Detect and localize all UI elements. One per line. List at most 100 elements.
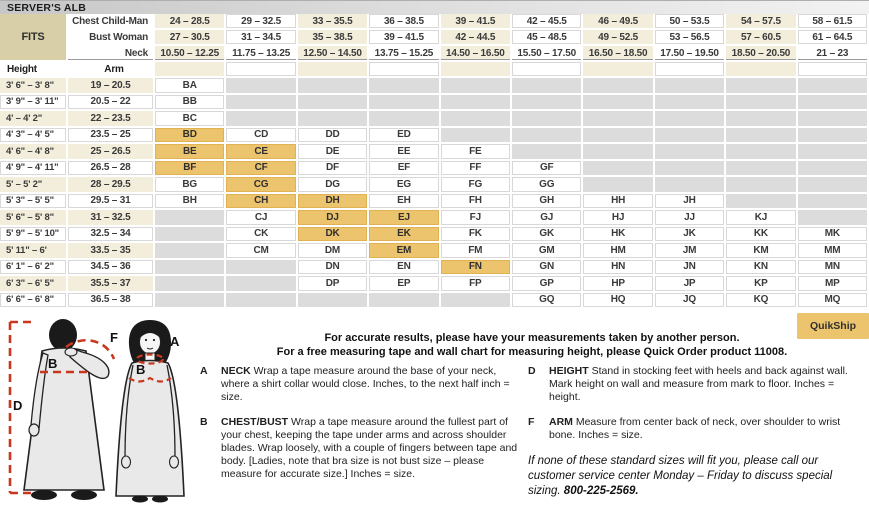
instructions-left-column: A NECK Wrap a tape measure around the bas… bbox=[200, 365, 520, 493]
fit-range-cell: 24 – 28.5 bbox=[155, 14, 227, 30]
empty-size-cell bbox=[440, 127, 512, 144]
size-code-cell-DF: DF bbox=[297, 160, 370, 177]
fit-range-cell: 29 – 32.5 bbox=[226, 14, 298, 30]
arm-range-cell: 29.5 – 31 bbox=[68, 193, 155, 210]
size-code-cell-KM: KM bbox=[726, 243, 798, 260]
size-code-cell-HH: HH bbox=[583, 193, 655, 210]
instruction-text: Measure from center back of neck, over s… bbox=[549, 416, 841, 441]
instruction-title: NECK bbox=[221, 365, 254, 377]
axis-spacer-cell bbox=[512, 62, 584, 78]
height-range-cell: 5' 11" – 6' bbox=[0, 243, 68, 260]
height-column-header: Height bbox=[0, 62, 68, 78]
arm-range-cell: 34.5 – 36 bbox=[68, 259, 155, 276]
empty-size-cell bbox=[583, 111, 655, 128]
empty-size-cell bbox=[797, 177, 869, 194]
size-code-cell-GK: GK bbox=[512, 226, 584, 243]
empty-size-cell bbox=[797, 94, 869, 111]
empty-size-cell bbox=[155, 226, 227, 243]
empty-size-cell bbox=[797, 127, 869, 144]
size-code-cell-HM: HM bbox=[583, 243, 655, 260]
size-code-cell-CK: CK bbox=[226, 226, 298, 243]
instruction-key-letter: B bbox=[200, 416, 208, 428]
instruction-title: HEIGHT bbox=[549, 365, 592, 377]
size-code-cell-DE: DE bbox=[297, 144, 370, 161]
fit-range-cell: 54 – 57.5 bbox=[726, 14, 798, 30]
quikship-badge: QuikShip bbox=[797, 313, 869, 339]
fit-range-cell: 10.50 – 12.25 bbox=[155, 46, 227, 62]
empty-size-cell bbox=[726, 111, 798, 128]
empty-size-cell bbox=[726, 160, 798, 177]
empty-size-cell bbox=[726, 144, 798, 161]
sizing-table: FITS Chest Child-Man 24 – 28.5 29 – 32.5 33 … bbox=[0, 14, 869, 309]
fit-range-cell: 12.50 – 14.50 bbox=[297, 46, 370, 62]
size-code-cell-FG: FG bbox=[440, 177, 512, 194]
instruction-chest-bust: B CHEST/BUST Wrap a tape measure around t… bbox=[200, 416, 520, 481]
diagram-label-chest-back: B bbox=[48, 356, 57, 371]
empty-size-cell bbox=[654, 160, 727, 177]
size-code-cell-CH: CH bbox=[226, 193, 298, 210]
size-code-cell-BA: BA bbox=[155, 78, 227, 95]
instruction-height: D HEIGHT Stand in stocking feet with heel… bbox=[528, 365, 866, 404]
empty-size-cell bbox=[512, 144, 584, 161]
size-code-cell-JM: JM bbox=[654, 243, 727, 260]
size-code-cell-FF: FF bbox=[440, 160, 512, 177]
empty-size-cell bbox=[797, 111, 869, 128]
empty-size-cell bbox=[440, 78, 512, 95]
empty-size-cell bbox=[726, 94, 798, 111]
size-code-cell-GH: GH bbox=[512, 193, 584, 210]
arm-range-cell: 32.5 – 34 bbox=[68, 226, 155, 243]
special-sizing-note: If none of these standard sizes will fit… bbox=[528, 454, 866, 499]
height-range-cell: 5' 3" – 5' 5" bbox=[0, 193, 68, 210]
axis-spacer-cell bbox=[226, 62, 298, 78]
size-code-cell-KP: KP bbox=[726, 276, 798, 293]
diagram-label-height: D bbox=[13, 398, 22, 413]
axis-spacer-cell bbox=[726, 62, 798, 78]
empty-size-cell bbox=[654, 144, 727, 161]
fit-range-cell: 14.50 – 16.50 bbox=[440, 46, 512, 62]
fit-range-cell: 61 – 64.5 bbox=[797, 30, 869, 46]
size-code-cell-GG: GG bbox=[512, 177, 584, 194]
empty-size-cell bbox=[797, 210, 869, 227]
fit-range-cell: 57 – 60.5 bbox=[726, 30, 798, 46]
measuring-instructions-section: D B F A B QuikShip For accurate results,… bbox=[0, 309, 869, 509]
fit-range-cell: 21 – 23 bbox=[797, 46, 869, 62]
instruction-text: Wrap a tape measure around the base of y… bbox=[221, 365, 510, 403]
fit-range-cell: 42 – 45.5 bbox=[512, 14, 584, 30]
size-code-cell-DD: DD bbox=[297, 127, 370, 144]
fit-row-label: Bust Woman bbox=[68, 30, 155, 46]
fit-range-cell: 49 – 52.5 bbox=[583, 30, 655, 46]
fit-row-label: Neck bbox=[68, 46, 155, 62]
size-code-cell-DP: DP bbox=[297, 276, 370, 293]
empty-size-cell bbox=[797, 160, 869, 177]
height-range-cell: 4' 9" – 4' 11" bbox=[0, 160, 68, 177]
fit-range-cell: 33 – 35.5 bbox=[297, 14, 370, 30]
size-code-cell-BF: BF bbox=[155, 160, 227, 177]
fit-range-cell: 13.75 – 15.25 bbox=[369, 46, 441, 62]
size-code-cell-DG: DG bbox=[297, 177, 370, 194]
size-code-cell-MP: MP bbox=[797, 276, 869, 293]
size-code-cell-BH: BH bbox=[155, 193, 227, 210]
arm-range-cell: 20.5 – 22 bbox=[68, 94, 155, 111]
fit-range-cell: 50 – 53.5 bbox=[654, 14, 727, 30]
empty-size-cell bbox=[369, 94, 441, 111]
size-code-cell-KK: KK bbox=[726, 226, 798, 243]
empty-size-cell bbox=[583, 177, 655, 194]
size-code-cell-HQ: HQ bbox=[583, 292, 655, 309]
empty-size-cell bbox=[226, 276, 298, 293]
arm-range-cell: 36.5 – 38 bbox=[68, 292, 155, 309]
size-code-cell-HJ: HJ bbox=[583, 210, 655, 227]
fit-range-cell: 39 – 41.5 bbox=[369, 30, 441, 46]
empty-size-cell bbox=[512, 127, 584, 144]
fit-range-cell: 15.50 – 17.50 bbox=[512, 46, 584, 62]
empty-size-cell bbox=[797, 144, 869, 161]
size-code-cell-DK: DK bbox=[297, 226, 370, 243]
size-code-cell-EP: EP bbox=[369, 276, 441, 293]
fit-range-cell: 46 – 49.5 bbox=[583, 14, 655, 30]
fit-range-cell: 53 – 56.5 bbox=[654, 30, 727, 46]
instruction-neck: A NECK Wrap a tape measure around the bas… bbox=[200, 365, 520, 404]
empty-size-cell bbox=[369, 292, 441, 309]
height-range-cell: 3' 6" – 3' 8" bbox=[0, 78, 68, 95]
instruction-key-letter: F bbox=[528, 416, 535, 428]
empty-size-cell bbox=[226, 78, 298, 95]
size-code-cell-EH: EH bbox=[369, 193, 441, 210]
